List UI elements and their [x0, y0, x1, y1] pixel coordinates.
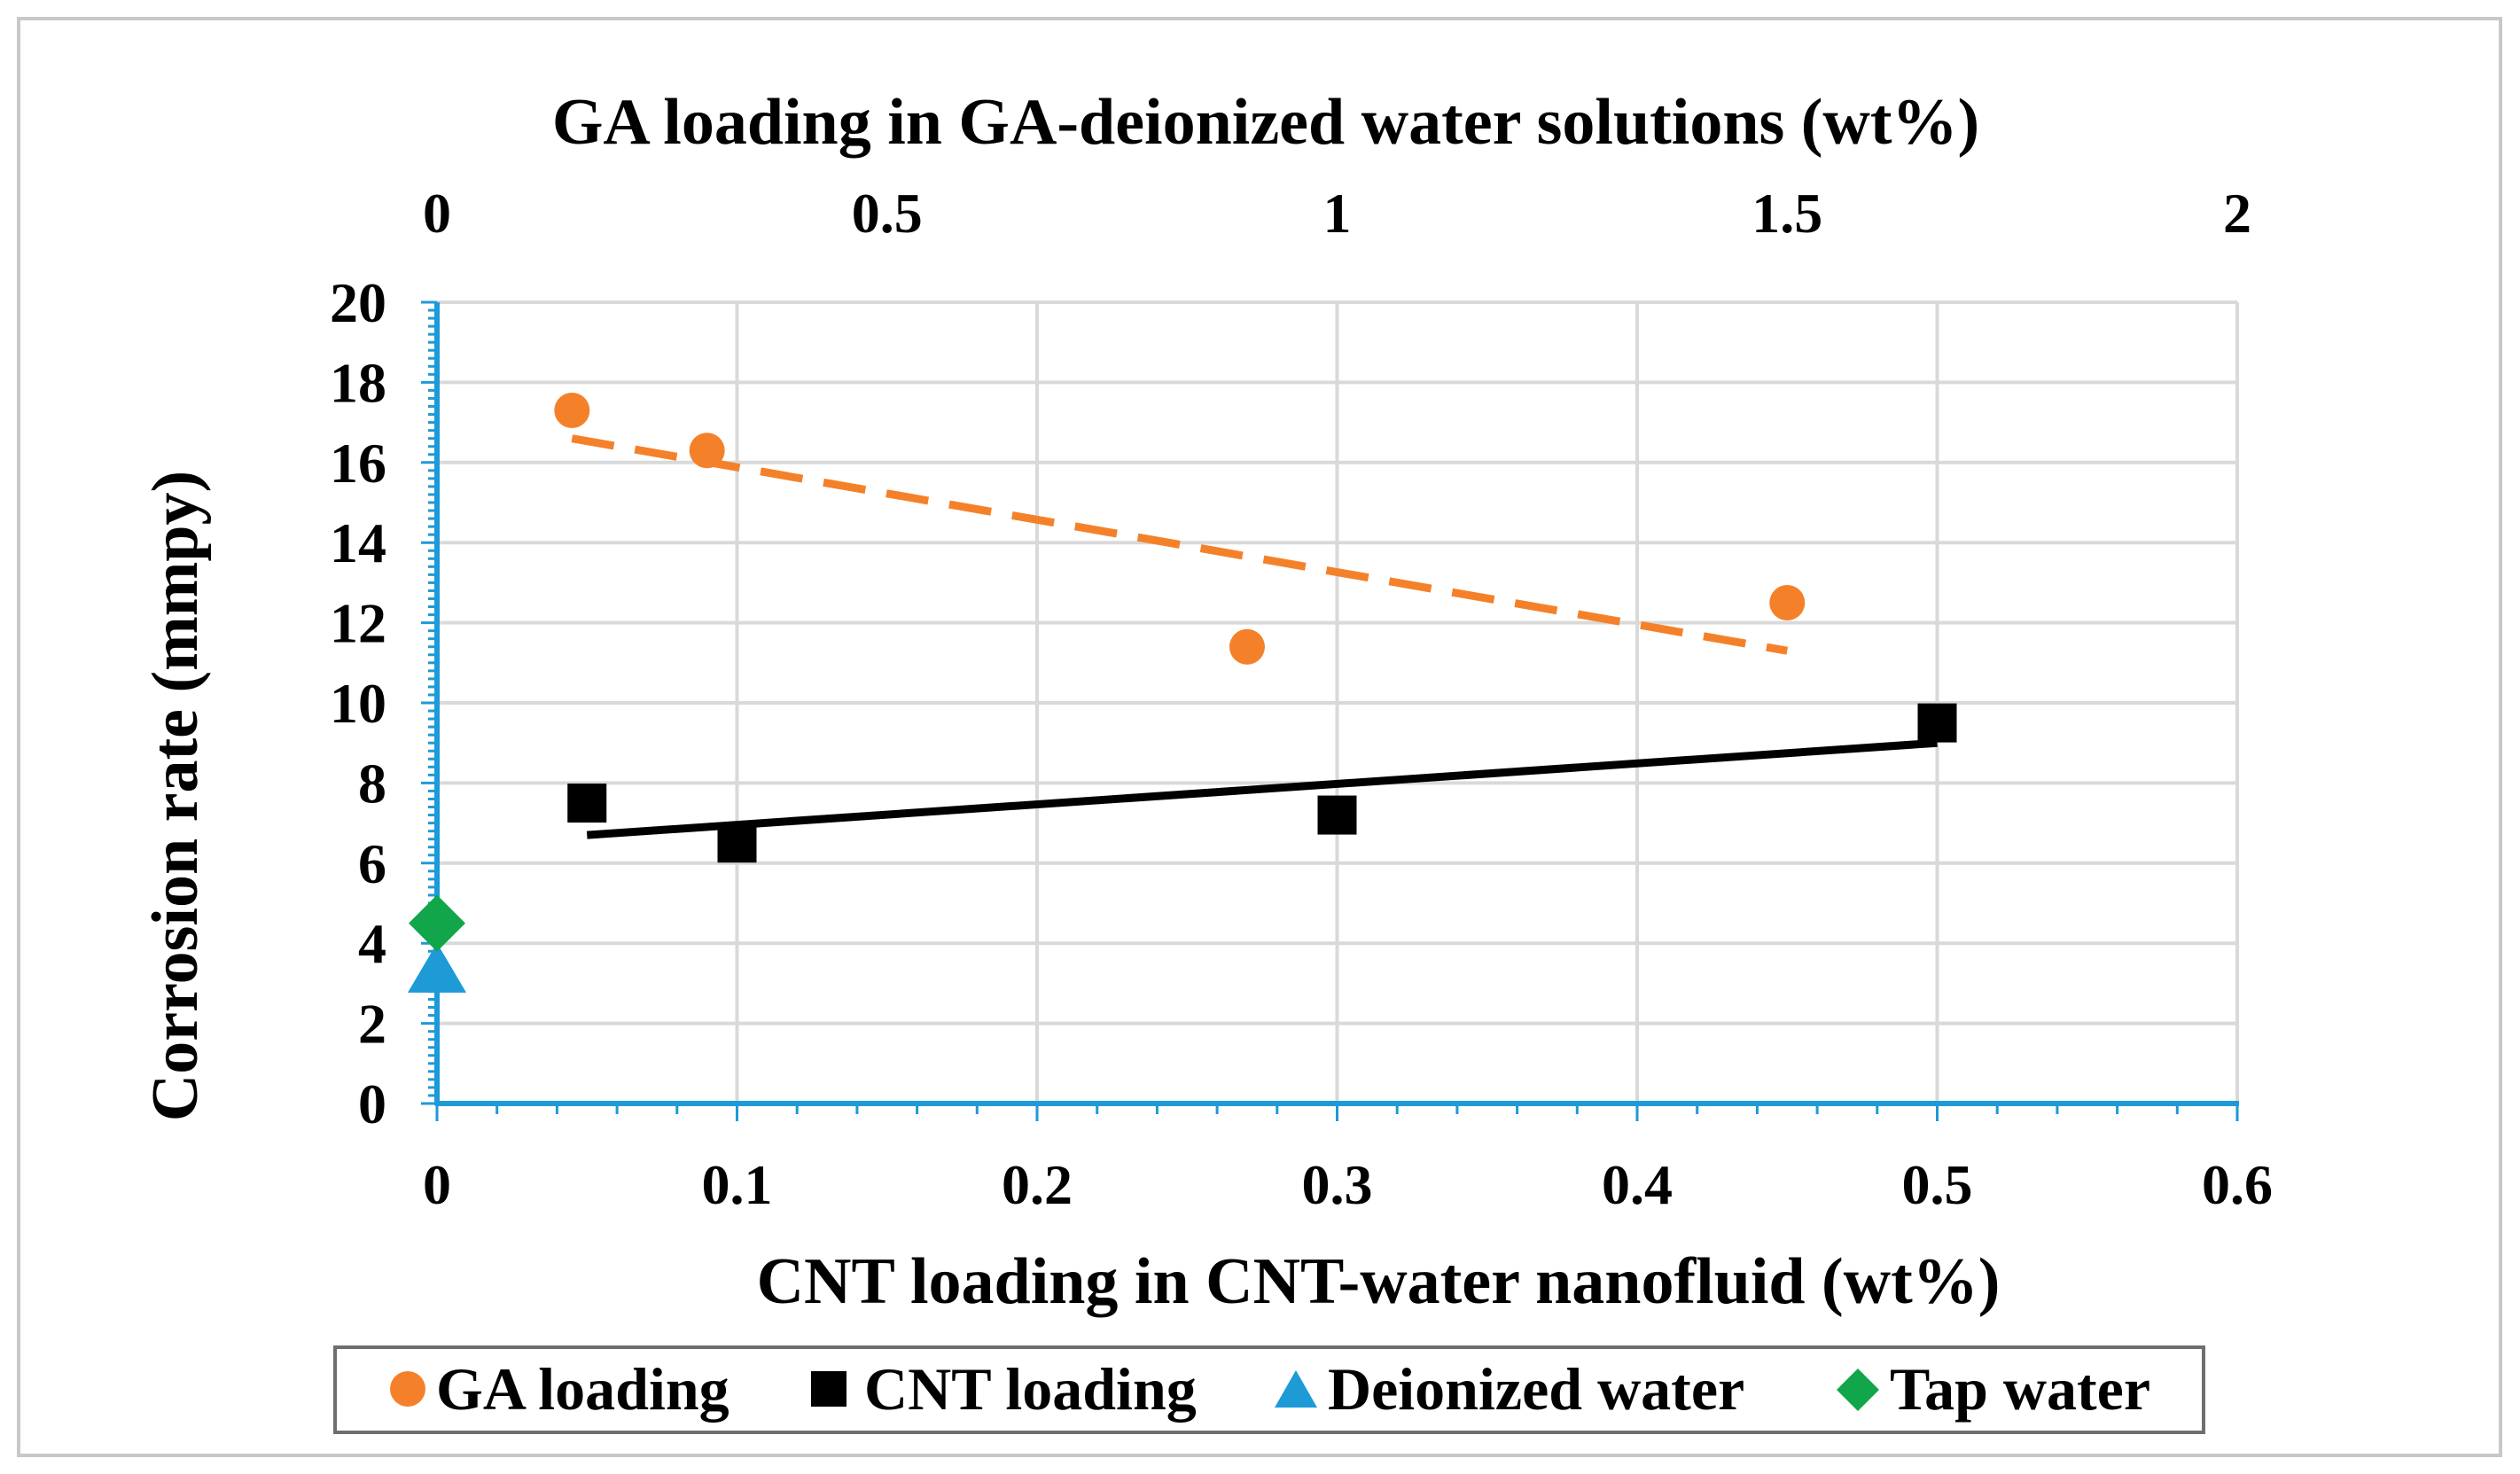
axes — [421, 300, 2239, 1121]
x-bottom-tick-label: 0.4 — [1602, 1153, 1673, 1216]
point-cnt-loading — [717, 823, 757, 863]
legend-label-ga-loading: GA loading — [436, 1355, 729, 1423]
y-tick-label: 6 — [358, 832, 386, 895]
y-axis-tick-labels: 0 2 4 6 8 10 12 14 16 18 20 — [330, 271, 386, 1135]
legend-marker-tap-water — [1837, 1369, 1879, 1411]
x-bottom-tick-label: 0.5 — [1902, 1153, 1973, 1216]
y-tick-label: 8 — [358, 752, 386, 815]
legend-box — [333, 1345, 2205, 1434]
y-tick-label: 2 — [358, 993, 386, 1056]
trendline-cnt-loading — [586, 738, 1938, 839]
legend-label-deionized-water: Deionized water — [1328, 1355, 1744, 1423]
trendline-ga-loading — [571, 434, 1789, 655]
data-points — [408, 393, 1957, 993]
y-axis-title: Corrosion rate (mmpy) — [139, 471, 212, 1121]
legend-marker-cnt-loading — [811, 1371, 847, 1407]
point-deionized-water — [408, 942, 466, 993]
x-top-tick-label: 1.5 — [1752, 182, 1822, 245]
x-bottom-tick-label: 0.2 — [1002, 1153, 1073, 1216]
y-tick-label: 18 — [330, 351, 386, 414]
y-tick-label: 16 — [330, 432, 386, 495]
x-axis-top-tick-labels: 0 0.5 1 1.5 2 — [423, 182, 2251, 245]
y-tick-label: 14 — [330, 511, 386, 574]
x-top-tick-label: 0 — [423, 182, 451, 245]
x-bottom-tick-label: 0 — [423, 1153, 451, 1216]
x-top-tick-label: 0.5 — [852, 182, 923, 245]
x-bottom-tick-label: 0.1 — [702, 1153, 773, 1216]
point-ga-loading — [1229, 628, 1265, 665]
point-cnt-loading — [567, 784, 607, 823]
y-tick-label: 20 — [330, 271, 386, 334]
x-top-tick-label: 1 — [1323, 182, 1352, 245]
x-axis-bottom-title: CNT loading in CNT-water nanofluid (wt%) — [757, 1245, 2001, 1318]
gridlines — [437, 300, 2239, 1104]
y-tick-label: 0 — [358, 1072, 386, 1135]
legend-marker-deionized-water — [1275, 1370, 1317, 1408]
x-axis-bottom-tick-labels: 0 0.1 0.2 0.3 0.4 0.5 0.6 — [423, 1153, 2273, 1216]
point-tap-water — [409, 894, 465, 952]
trendlines — [571, 434, 1938, 839]
legend-marker-ga-loading — [390, 1371, 425, 1407]
legend-label-tap-water: Tap water — [1890, 1355, 2150, 1423]
x-top-tick-label: 2 — [2223, 182, 2251, 245]
legend: GA loading CNT loading Deionized water T… — [333, 1345, 2205, 1434]
point-ga-loading — [689, 433, 725, 469]
legend-label-cnt-loading: CNT loading — [864, 1355, 1197, 1423]
chart-frame — [17, 17, 2502, 1457]
y-tick-label: 12 — [330, 592, 386, 655]
x-bottom-tick-label: 0.6 — [2202, 1153, 2273, 1216]
point-ga-loading — [554, 393, 590, 429]
point-cnt-loading — [1917, 703, 1957, 743]
point-ga-loading — [1769, 585, 1806, 620]
point-cnt-loading — [1317, 795, 1357, 835]
y-tick-label: 10 — [330, 672, 386, 735]
x-axis-top-title: GA loading in GA-deionized water solutio… — [552, 86, 1979, 159]
y-tick-label: 4 — [358, 912, 386, 975]
x-bottom-tick-label: 0.3 — [1302, 1153, 1373, 1216]
